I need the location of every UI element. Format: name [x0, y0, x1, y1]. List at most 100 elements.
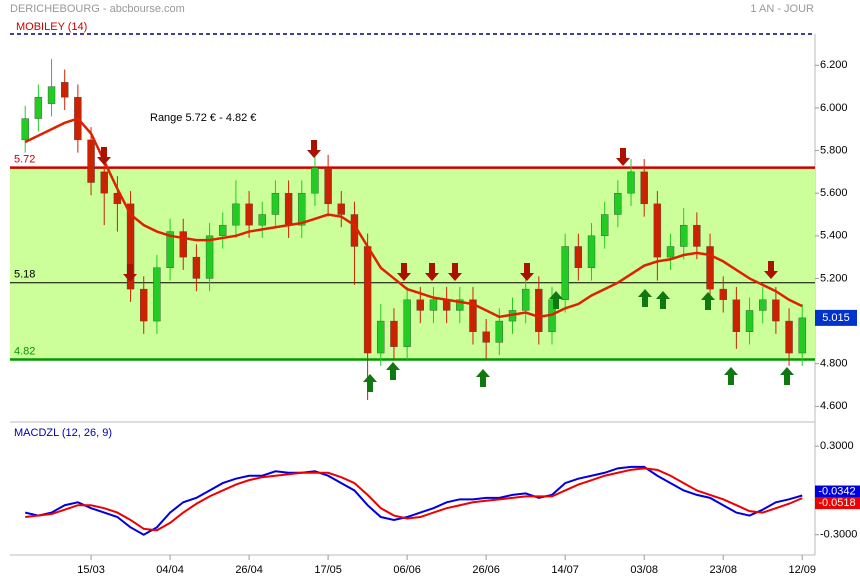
candle-body — [666, 246, 675, 258]
candle-body — [680, 224, 688, 247]
y-tick-label: 4.800 — [820, 358, 848, 370]
x-tick-label: 17/05 — [314, 564, 342, 576]
down-arrow — [397, 263, 411, 281]
y-tick-label: 6.200 — [820, 59, 848, 71]
candle-body — [745, 310, 754, 332]
candle-body — [47, 86, 56, 104]
signal-arrows — [97, 140, 794, 392]
down-arrow — [448, 263, 462, 281]
x-tick-label: 26/06 — [472, 564, 500, 576]
y-tick-label: -0.3000 — [820, 529, 857, 541]
candle-body — [706, 246, 714, 290]
down-arrow — [123, 264, 137, 282]
value-tag: -0.0518 — [818, 497, 855, 509]
x-tick-label: 15/03 — [77, 564, 105, 576]
y-tick-label: 5.400 — [820, 230, 848, 242]
up-arrow — [724, 367, 738, 385]
down-arrow — [307, 140, 321, 158]
y-tick-label: 5.800 — [820, 144, 848, 156]
candle-body — [284, 192, 293, 226]
candle-body — [798, 317, 806, 354]
candle-body — [772, 299, 780, 322]
candle-body — [535, 288, 543, 332]
x-tick-label: 26/04 — [235, 564, 263, 576]
y-tick-label: 4.600 — [820, 400, 848, 412]
candle-body — [311, 167, 319, 194]
candle-body — [166, 231, 174, 268]
candle-body — [785, 320, 793, 354]
period: 1 AN - JOUR — [750, 3, 814, 15]
down-arrow — [97, 147, 111, 165]
candle-body — [719, 288, 727, 300]
y-tick-label: 0.3000 — [820, 440, 854, 452]
annotation: Range 5.72 € - 4.82 € — [150, 112, 256, 124]
up-arrow — [363, 374, 377, 392]
candle-body — [87, 139, 95, 183]
moving-average — [24, 117, 803, 319]
marks-layer: 5.725.184.824.6004.8005.0005.2005.4005.6… — [10, 58, 860, 576]
candle-body — [456, 299, 464, 311]
level-label: 5.72 — [14, 154, 35, 166]
up-arrow — [549, 291, 563, 309]
down-arrow — [764, 261, 778, 279]
level-label: 4.82 — [14, 345, 35, 357]
down-arrow — [616, 148, 630, 166]
candle-body — [179, 231, 187, 258]
candle-body — [205, 235, 214, 279]
y-tick-label: 6.000 — [820, 102, 848, 114]
candle-body — [324, 167, 332, 205]
candle-body — [640, 171, 648, 205]
x-tick-label: 04/04 — [156, 564, 184, 576]
x-tick-label: 23/08 — [709, 564, 737, 576]
candle-body — [732, 299, 741, 332]
candle-body — [574, 246, 583, 268]
candle-body — [153, 267, 161, 322]
candle-body — [363, 246, 372, 354]
candle-body — [377, 320, 385, 354]
up-arrow — [386, 362, 400, 380]
candle-body — [61, 82, 69, 98]
up-arrow — [638, 289, 652, 307]
value-tag-box — [815, 485, 860, 498]
candle-body — [34, 97, 43, 119]
macd-title: MACDZL (12, 26, 9) — [14, 427, 112, 439]
level-label: 5.18 — [14, 269, 35, 281]
candle-body — [126, 203, 135, 290]
down-arrow — [425, 263, 439, 281]
candle-body — [416, 299, 424, 311]
candle-body — [271, 192, 280, 215]
candle-body — [653, 203, 662, 258]
candle-body — [429, 299, 438, 311]
up-arrow — [780, 367, 794, 385]
candle-body — [192, 256, 201, 279]
x-tick-label: 06/06 — [393, 564, 421, 576]
candle-body — [600, 214, 609, 237]
up-arrow — [656, 291, 670, 309]
candle-body — [482, 331, 490, 343]
x-tick-label: 03/08 — [630, 564, 658, 576]
candle-body — [337, 203, 345, 215]
candle-body — [140, 288, 148, 322]
value-tag: -0.0342 — [818, 485, 855, 497]
candle-body — [100, 171, 108, 194]
macd-line — [24, 465, 803, 536]
y-tick-label: 5.600 — [820, 187, 848, 199]
candle-body — [232, 203, 240, 226]
candle-body — [390, 320, 398, 347]
macd-line — [25, 467, 803, 532]
last-price-box — [815, 309, 857, 326]
candle-body — [245, 203, 253, 226]
candle-body — [587, 235, 596, 268]
up-arrow — [476, 369, 490, 387]
candle-body — [298, 192, 306, 226]
indicator-label: MOBILEY (14) — [16, 21, 87, 33]
value-tag-box — [815, 497, 860, 510]
y-tick-label: 5.200 — [820, 272, 848, 284]
candle-body — [469, 299, 477, 332]
candle-body — [614, 192, 622, 215]
candle-body — [219, 224, 227, 237]
candle-body — [21, 118, 29, 141]
candle-body — [521, 288, 530, 311]
candle-body — [561, 246, 569, 300]
